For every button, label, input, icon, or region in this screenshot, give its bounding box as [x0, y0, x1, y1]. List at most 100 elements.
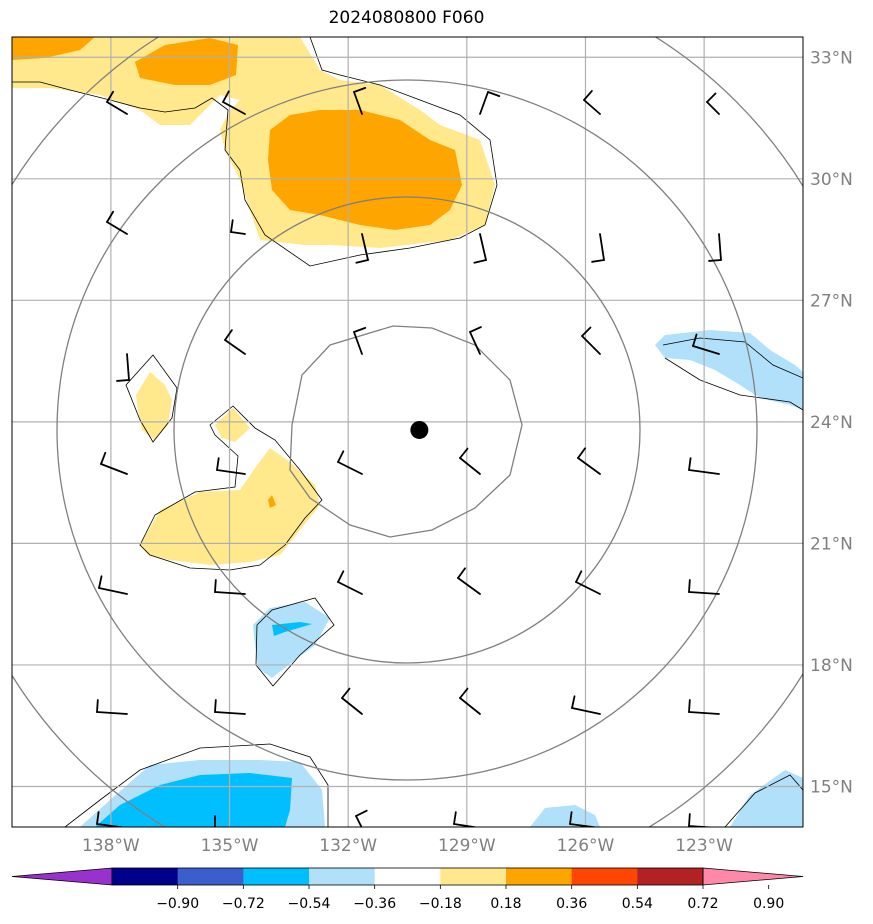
contour-line [255, 597, 335, 687]
wind-barb [688, 579, 720, 595]
wind-barb [98, 575, 128, 595]
map-title: 2024080800 F060 [328, 8, 485, 28]
latitude-label: 18°N [810, 656, 853, 676]
positive-anomaly-core [268, 495, 276, 508]
latitude-label: 27°N [810, 291, 853, 311]
wind-barb [581, 326, 601, 355]
wind-barb [222, 90, 246, 115]
longitude-label: 132°W [319, 836, 377, 856]
latitude-label: 24°N [810, 413, 853, 433]
colorbar-segment [637, 868, 704, 885]
longitude-label: 129°W [438, 836, 496, 856]
wind-barb [353, 86, 367, 115]
wind-barb [692, 333, 720, 355]
wind-barb [337, 570, 363, 595]
wind-barb [214, 579, 246, 595]
contour-line [64, 743, 329, 827]
colorbar-tick-label: −0.54 [288, 896, 331, 912]
colorbar-extend-low [11, 867, 113, 886]
positive-anomaly-core [135, 38, 238, 85]
colorbar-tick-label: −0.36 [353, 896, 396, 912]
colorbar-tick-label: −0.90 [156, 896, 199, 912]
negative-anomaly-area [655, 330, 803, 410]
colorbar-segment [243, 868, 310, 885]
wind-barb [337, 450, 363, 475]
wind-barb [106, 210, 128, 235]
colorbar-tick-label: 0.72 [687, 896, 718, 912]
wind-barb [571, 695, 601, 715]
wind-barb [341, 687, 363, 715]
colorbar-segment [440, 868, 507, 885]
wind-barb [575, 570, 601, 595]
wind-barb [216, 457, 246, 475]
wind-barb [230, 219, 246, 235]
wind-barb [453, 811, 480, 827]
wind-barbs [96, 86, 722, 827]
colorbar-extend-high [702, 867, 804, 886]
negative-anomaly-area [253, 602, 330, 678]
wind-barb [469, 326, 482, 355]
colorbar-segment [177, 868, 244, 885]
positive-anomaly-core [12, 37, 95, 60]
colorbar: −0.90 −0.72 −0.54 −0.36 −0.18 0.18 0.36 0.54 0.7… [11, 867, 804, 912]
negative-anomaly-area [530, 805, 600, 827]
colorbar-segment [506, 868, 573, 885]
colorbar-tick-label: −0.18 [419, 896, 462, 912]
map-layer [12, 37, 803, 827]
storm-center-marker [410, 420, 429, 439]
longitude-label: 123°W [675, 836, 733, 856]
contour-line [125, 354, 178, 443]
latitude-labels: 33°N 30°N 27°N 24°N 21°N 18°N 15°N [810, 48, 853, 797]
wind-barb [214, 815, 216, 827]
contour-line [12, 37, 498, 267]
range-ring [289, 325, 523, 538]
latitude-label: 33°N [810, 48, 853, 68]
positive-anomaly-core [268, 110, 462, 230]
range-ring [173, 196, 641, 664]
wind-barb [583, 90, 601, 115]
longitude-labels: 138°W 135°W 132°W 129°W 126°W 123°W [82, 836, 733, 856]
wind-barb [100, 451, 128, 475]
wind-barb [688, 699, 720, 715]
longitude-label: 138°W [82, 836, 140, 856]
wind-barb [106, 90, 128, 115]
wind-barb [569, 811, 600, 827]
graticule [12, 37, 803, 827]
colorbar-segment [112, 868, 179, 885]
wind-barb [688, 457, 720, 475]
wind-barb [473, 233, 487, 264]
wind-barb [457, 567, 481, 595]
colorbar-segment [309, 868, 376, 885]
range-rings [12, 37, 803, 827]
range-ring [56, 79, 758, 781]
colorbar-tick-label: 0.36 [556, 896, 587, 912]
colorbar-segment [571, 868, 638, 885]
wind-barb [355, 233, 369, 264]
wind-barb [353, 326, 367, 355]
negative-anomaly-area [730, 770, 803, 827]
map-frame [11, 36, 804, 828]
wind-barb [706, 92, 720, 115]
latitude-label: 30°N [810, 170, 853, 190]
longitude-label: 135°W [201, 836, 259, 856]
positive-anomaly-area [136, 372, 172, 440]
contour-line [724, 774, 803, 827]
latitude-label: 21°N [810, 534, 853, 554]
wind-barb [96, 699, 128, 715]
longitude-label: 126°W [557, 836, 615, 856]
colorbar-segment [374, 868, 441, 885]
positive-anomaly-area [215, 408, 250, 442]
wind-barb [224, 329, 246, 355]
shaded-fields [12, 37, 803, 827]
wind-barb [479, 91, 501, 115]
colorbar-tick-label: 0.54 [622, 896, 653, 912]
latitude-label: 15°N [810, 777, 853, 797]
colorbar-tick-label: −0.72 [222, 896, 265, 912]
colorbar-outline [111, 867, 704, 886]
wind-barb [96, 811, 127, 827]
contour-lines [12, 37, 803, 827]
contour-line [662, 337, 803, 411]
wind-barb [577, 447, 601, 475]
colorbar-tick-label: 0.18 [490, 896, 521, 912]
